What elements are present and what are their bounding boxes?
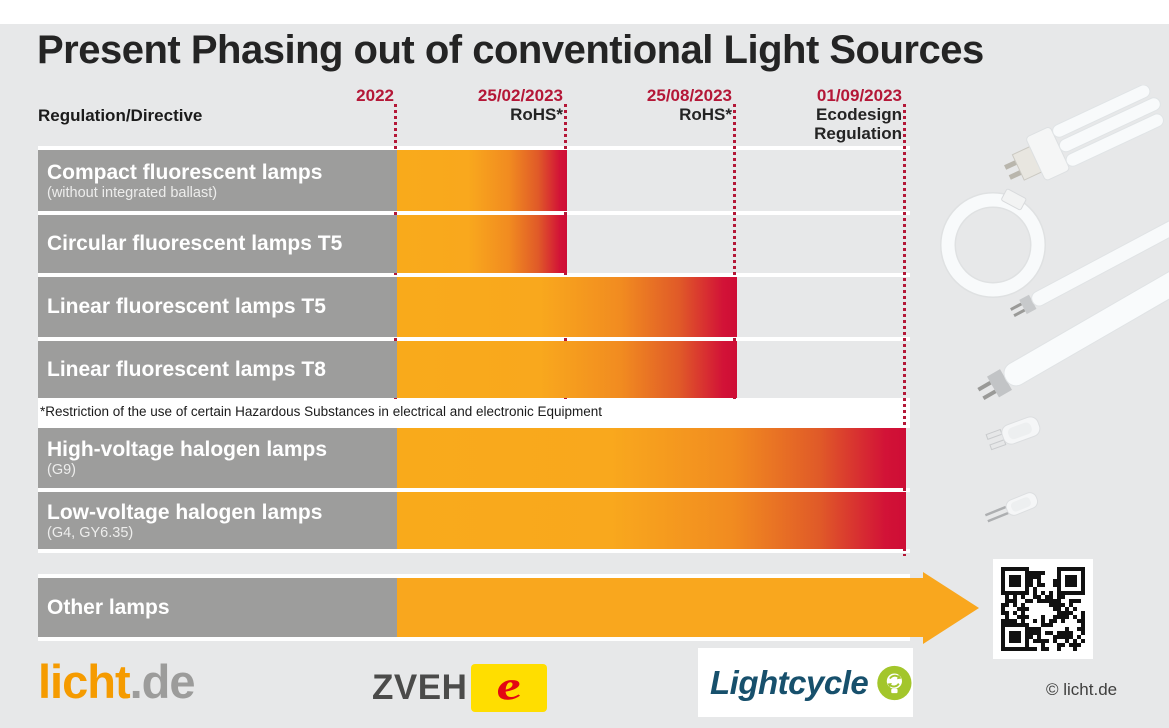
row-filler xyxy=(737,277,910,337)
milestone-25-08-2023: 25/08/2023 RoHS* xyxy=(603,86,732,124)
lamp-photos xyxy=(940,85,1169,523)
row-filler xyxy=(737,341,910,398)
row-label-other-lamps: Other lamps xyxy=(38,578,397,637)
page-title: Present Phasing out of conventional Ligh… xyxy=(37,28,984,72)
licht-de-logo-prefix: licht xyxy=(38,655,131,708)
milestone-regulation: RoHS* xyxy=(679,105,732,124)
row-filler xyxy=(906,428,910,488)
row-label-text: Linear fluorescent lamps T8 xyxy=(47,357,326,381)
rohs-footnote: *Restriction of the use of certain Hazar… xyxy=(40,404,603,419)
milestone-regulation: RoHS* xyxy=(510,105,563,124)
phaseout-bar-circular-fluorescent-t5 xyxy=(397,215,567,273)
row-label-low-voltage-halogen: Low-voltage halogen lamps (G4, GY6.35) xyxy=(38,492,397,549)
row-sublabel-text: (without integrated ballast) xyxy=(47,184,218,201)
top-white-band xyxy=(0,0,1169,24)
halogen-g4-photo xyxy=(984,492,1039,523)
lightcycle-bulb-icon xyxy=(877,665,912,700)
row-label-high-voltage-halogen: High-voltage halogen lamps (G9) xyxy=(38,428,397,488)
row-label-text: Low-voltage halogen lamps xyxy=(47,500,323,524)
row-label-text: Other lamps xyxy=(47,595,170,619)
qr-code xyxy=(993,559,1093,659)
phaseout-bar-linear-fluorescent-t8 xyxy=(397,341,737,398)
row-label-linear-fluorescent-t8: Linear fluorescent lamps T8 xyxy=(38,341,397,398)
phaseout-bar-high-voltage-halogen xyxy=(397,428,906,488)
milestone-date: 01/09/2023 xyxy=(816,86,902,105)
milestone-date: 25/02/2023 xyxy=(477,86,563,105)
milestone-regulation: Ecodesign xyxy=(816,105,902,124)
row-label-text: Circular fluorescent lamps T5 xyxy=(47,232,343,255)
row-label-linear-fluorescent-t5: Linear fluorescent lamps T5 xyxy=(38,277,397,337)
linear-tube-t8-photo xyxy=(977,232,1169,401)
ongoing-bar-other-lamps xyxy=(397,578,925,637)
milestone-regulation: Regulation xyxy=(814,124,902,143)
phaseout-bar-low-voltage-halogen xyxy=(397,492,906,549)
licht-de-logo: licht.de xyxy=(38,654,196,709)
milestone-date: 2022 xyxy=(356,86,394,105)
regulation-directive-label: Regulation/Directive xyxy=(38,106,203,125)
phaseout-bar-compact-fluorescent xyxy=(397,150,567,211)
milestone-25-02-2023: 25/02/2023 RoHS* xyxy=(434,86,563,124)
row-label-compact-fluorescent: Compact fluorescent lamps (without integ… xyxy=(38,150,397,211)
row-filler xyxy=(567,215,910,273)
zveh-logo-text: ZVEH xyxy=(372,668,468,707)
row-sublabel-text: (G9) xyxy=(47,462,76,478)
circular-lamp-photo xyxy=(940,188,1046,298)
copyright-note: © licht.de xyxy=(1046,680,1118,699)
phaseout-bar-linear-fluorescent-t5 xyxy=(397,277,737,337)
milestone-date: 25/08/2023 xyxy=(646,86,732,105)
row-filler xyxy=(567,150,910,211)
row-filler xyxy=(906,492,910,549)
milestone-01-09-2023: 01/09/2023 Ecodesign Regulation xyxy=(742,86,902,143)
dotted-line-25-08-2023 xyxy=(733,104,736,399)
lightcycle-logo-text: Lightcycle xyxy=(710,663,869,701)
milestone-2022: 2022 xyxy=(277,86,394,105)
arrow-head-icon xyxy=(923,572,979,644)
halogen-g9-photo xyxy=(985,416,1041,451)
row-label-text: High-voltage halogen lamps xyxy=(47,438,328,461)
zveh-logo: ZVEH e xyxy=(372,664,548,712)
zveh-e-icon: e xyxy=(471,664,548,712)
dotted-line-01-09-2023 xyxy=(903,104,906,556)
compact-fluorescent-lamp-photo xyxy=(1004,85,1164,181)
lightcycle-logo: Lightcycle xyxy=(698,648,913,717)
row-label-text: Compact fluorescent lamps xyxy=(47,160,323,184)
linear-tube-t5-photo xyxy=(1010,189,1169,318)
licht-de-logo-suffix: .de xyxy=(129,655,196,708)
row-label-circular-fluorescent-t5: Circular fluorescent lamps T5 xyxy=(38,215,397,273)
row-sublabel-text: (G4, GY6.35) xyxy=(47,524,134,541)
row-label-text: Linear fluorescent lamps T5 xyxy=(47,295,326,318)
